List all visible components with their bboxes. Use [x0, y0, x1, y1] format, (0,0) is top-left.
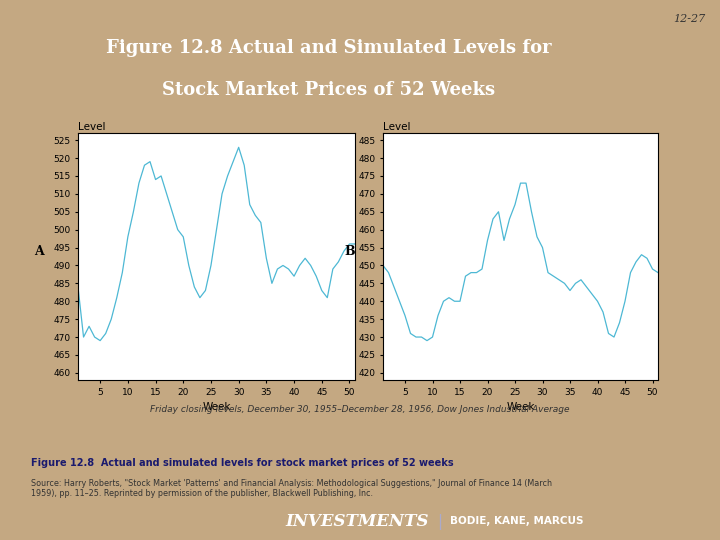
Text: Source: Harry Roberts, "Stock Market 'Patterns' and Financial Analysis: Methodol: Source: Harry Roberts, "Stock Market 'Pa… — [31, 478, 552, 498]
Text: A: A — [34, 245, 43, 258]
Text: Figure 12.8  Actual and simulated levels for stock market prices of 52 weeks: Figure 12.8 Actual and simulated levels … — [31, 458, 454, 468]
Text: BODIE, KANE, MARCUS: BODIE, KANE, MARCUS — [450, 516, 583, 526]
Text: Figure 12.8 Actual and Simulated Levels for: Figure 12.8 Actual and Simulated Levels … — [106, 39, 552, 57]
Text: Level: Level — [78, 122, 106, 132]
Text: Level: Level — [383, 122, 410, 132]
X-axis label: Week: Week — [202, 402, 230, 412]
Text: 12-27: 12-27 — [673, 14, 706, 24]
Text: |: | — [436, 514, 442, 530]
Text: Friday closing levels, December 30, 1955–December 28, 1956, Dow Jones Industrial: Friday closing levels, December 30, 1955… — [150, 406, 570, 415]
Text: B: B — [344, 245, 355, 258]
Text: INVESTMENTS: INVESTMENTS — [285, 513, 428, 530]
Text: Stock Market Prices of 52 Weeks: Stock Market Prices of 52 Weeks — [162, 81, 495, 99]
X-axis label: Week: Week — [506, 402, 535, 412]
